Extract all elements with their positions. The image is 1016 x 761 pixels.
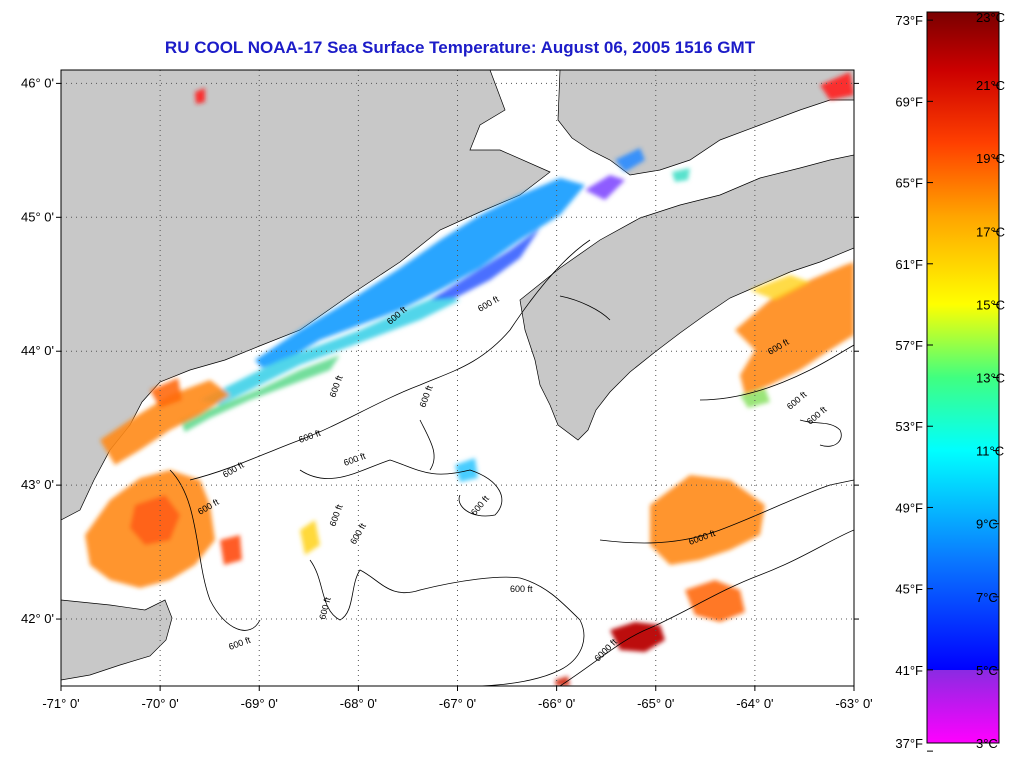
latitude-labels: 46° 0' 45° 0' 44° 0' 43° 0' 42° 0' (21, 75, 54, 626)
longitude-labels: -71° 0' -70° 0' -69° 0' -68° 0' -67° 0' -66° … (42, 696, 872, 711)
colorbar-fahrenheit-labels: 73°F 69°F 65°F 61°F 57°F 53°F 49°F 45°F 41°F 37°F (895, 13, 923, 751)
colorbar-fahrenheit-label: 57°F (895, 338, 923, 353)
sst-violet-patch (585, 175, 625, 200)
lon-tick-label: -67° 0' (439, 696, 476, 711)
contour-label: 600 ft (510, 584, 533, 594)
sst-band-blue (255, 178, 585, 368)
lon-tick-label: -70° 0' (141, 696, 178, 711)
colorbar-fahrenheit-label: 65°F (895, 176, 923, 191)
colorbar-fahrenheit-label: 69°F (895, 94, 923, 109)
sst-georges-orange (650, 475, 765, 565)
colorbar-fahrenheit-label: 49°F (895, 500, 923, 515)
lon-tick-label: -69° 0' (241, 696, 278, 711)
colorbar-ticks (927, 11, 999, 752)
lat-tick-label: 42° 0' (21, 611, 54, 626)
map-title: RU COOL NOAA-17 Sea Surface Temperature:… (164, 38, 756, 57)
colorbar-celsius-label: 7°C (976, 590, 998, 605)
colorbar-celsius-label: 13°C (976, 371, 1005, 386)
colorbar-fahrenheit-label: 73°F (895, 13, 923, 28)
colorbar-celsius-label: 3°C (976, 736, 998, 751)
maine-new-england-land (61, 70, 551, 521)
sst-patches (85, 72, 854, 686)
colorbar-celsius-label: 17°C (976, 224, 1005, 239)
lat-tick-label: 43° 0' (21, 477, 54, 492)
lon-tick-label: -63° 0' (835, 696, 872, 711)
cape-cod-land (61, 599, 173, 681)
colorbar-celsius-label: 23°C (976, 10, 1005, 25)
lat-tick-label: 45° 0' (21, 209, 54, 224)
sst-hot-patch (610, 622, 665, 652)
axis-ticks (56, 82, 859, 691)
sst-scotian-orange (735, 262, 854, 395)
colorbar-celsius-label: 19°C (976, 151, 1005, 166)
colorbar-fahrenheit-label: 37°F (895, 736, 923, 751)
sst-band-green (180, 355, 340, 432)
depth-contours (169, 239, 854, 686)
colorbar-celsius-labels: 23°C 21°C 19°C 17°C 15°C 13°C 11°C 9°C 7°C 5°C 3°C (976, 10, 1005, 751)
sst-nearshore-orange (100, 380, 230, 465)
new-brunswick-land (557, 70, 854, 176)
colorbar-fahrenheit-label: 41°F (895, 663, 923, 678)
lon-tick-label: -68° 0' (340, 696, 377, 711)
lon-tick-label: -64° 0' (736, 696, 773, 711)
graticule (61, 70, 854, 686)
colorbar-celsius-label: 15°C (976, 297, 1005, 312)
land-masses (61, 70, 854, 681)
colorbar (926, 11, 1000, 744)
contour-600ft-inner (189, 239, 591, 481)
lon-tick-label: -65° 0' (637, 696, 674, 711)
lat-tick-label: 44° 0' (21, 343, 54, 358)
colorbar-celsius-label: 9°C (976, 517, 998, 532)
colorbar-fahrenheit-label: 61°F (895, 257, 923, 272)
lon-tick-label: -71° 0' (42, 696, 79, 711)
lon-tick-label: -66° 0' (538, 696, 575, 711)
colorbar-celsius-label: 5°C (976, 663, 998, 678)
sst-band-cyan (200, 295, 460, 405)
colorbar-celsius-label: 11°C (976, 444, 1004, 459)
contour-6000ft (559, 529, 854, 686)
colorbar-celsius-label: 21°C (976, 78, 1005, 93)
nova-scotia-land (519, 154, 854, 441)
colorbar-fahrenheit-label: 45°F (895, 582, 923, 597)
colorbar-fahrenheit-label: 53°F (895, 419, 923, 434)
lat-tick-label: 46° 0' (21, 75, 54, 90)
